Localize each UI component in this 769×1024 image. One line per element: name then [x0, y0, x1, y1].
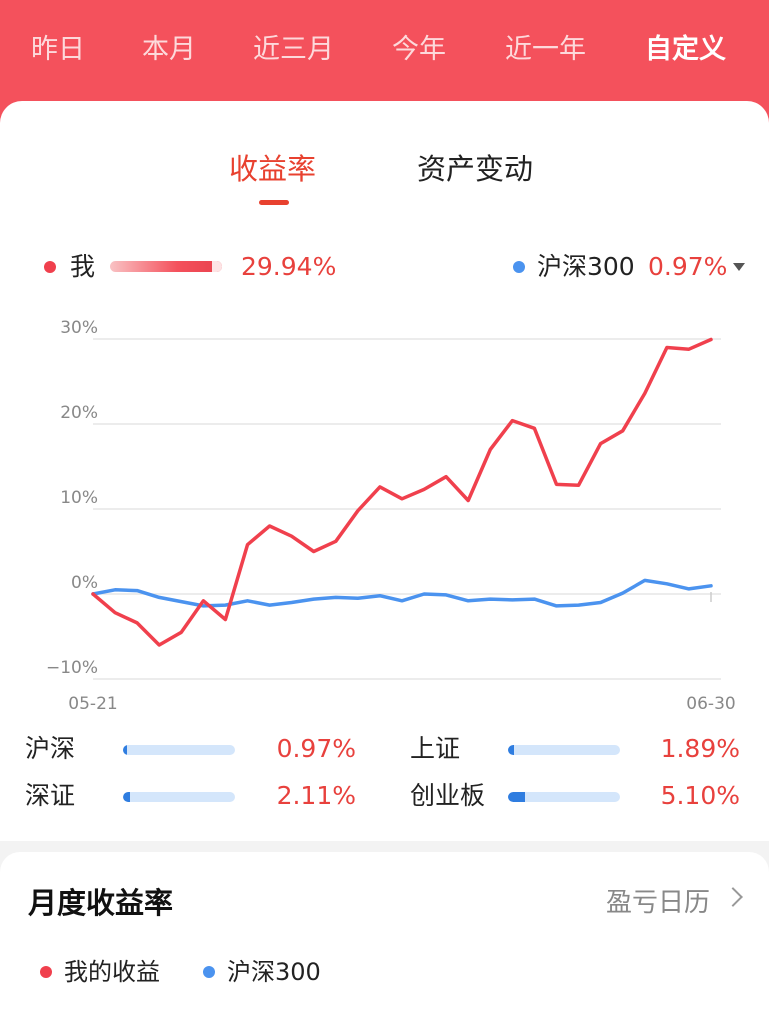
y-tick-label: 20% [60, 403, 98, 423]
benchmark-monthly-legend-dot [203, 966, 215, 978]
index-value-sz: 2.11% [276, 781, 356, 810]
monthly-returns-title: 月度收益率 [28, 886, 174, 920]
benchmark-legend-label: 沪深300 [537, 252, 635, 281]
y-tick-label: −10% [46, 658, 98, 678]
index-bar-fill [508, 745, 514, 755]
subtab-returns[interactable]: 收益率 [229, 152, 317, 186]
me-return-value: 29.94% [241, 252, 337, 281]
my-returns-legend-label: 我的收益 [64, 958, 160, 986]
me-return-bar [110, 261, 222, 272]
tab-this-year[interactable]: 今年 [392, 34, 446, 65]
tab-last-three-months[interactable]: 近三月 [253, 34, 334, 65]
x-start-label: 05-21 [68, 694, 117, 714]
index-bar-hs [123, 745, 235, 755]
active-subtab-indicator [259, 200, 289, 205]
returns-line-chart: 30% 20% 10% 0% −10% 05-21 06-30 [46, 318, 736, 714]
index-bar-sz [123, 792, 235, 802]
y-tick-label: 10% [60, 488, 98, 508]
me-legend-label: 我 [70, 252, 96, 281]
tab-yesterday[interactable]: 昨日 [31, 34, 85, 65]
benchmark-line [91, 578, 713, 608]
caret-down-icon [733, 263, 745, 271]
index-label-sz: 深证 [25, 781, 76, 810]
index-bar-fill [508, 792, 525, 802]
chart-legend: 我 29.94% 沪深300 0.97% [0, 251, 769, 283]
my-returns-line [91, 337, 713, 647]
index-label-hs: 沪深 [25, 734, 76, 763]
index-bar-sh [508, 745, 620, 755]
benchmark-monthly-legend-label: 沪深300 [227, 958, 321, 986]
y-tick-label: 0% [71, 573, 98, 593]
index-value-sh: 1.89% [660, 734, 740, 763]
index-value-hs: 0.97% [276, 734, 356, 763]
index-label-cyb: 创业板 [410, 781, 486, 810]
index-bar-fill [123, 745, 127, 755]
me-legend-dot [44, 261, 56, 273]
my-returns-legend-dot [40, 966, 52, 978]
profit-calendar-label: 盈亏日历 [606, 888, 711, 918]
benchmark-legend-dot [513, 261, 525, 273]
index-bar-cyb [508, 792, 620, 802]
index-value-cyb: 5.10% [660, 781, 740, 810]
y-tick-label: 30% [60, 318, 98, 338]
chevron-right-icon [723, 887, 743, 907]
tab-custom[interactable]: 自定义 [645, 34, 726, 65]
tab-this-month[interactable]: 本月 [142, 34, 196, 65]
x-end-label: 06-30 [686, 694, 735, 714]
index-label-sh: 上证 [410, 734, 461, 763]
index-bar-fill [123, 792, 130, 802]
subtab-asset-change[interactable]: 资产变动 [417, 152, 534, 186]
benchmark-return-value: 0.97% [648, 252, 728, 281]
monthly-returns-card: 月度收益率 盈亏日历 我的收益 沪深300 [0, 852, 769, 1024]
returns-card: 收益率 资产变动 我 29.94% 沪深300 0.97% 30% 20% 10% 0… [0, 101, 769, 841]
tab-last-year[interactable]: 近一年 [505, 34, 586, 65]
